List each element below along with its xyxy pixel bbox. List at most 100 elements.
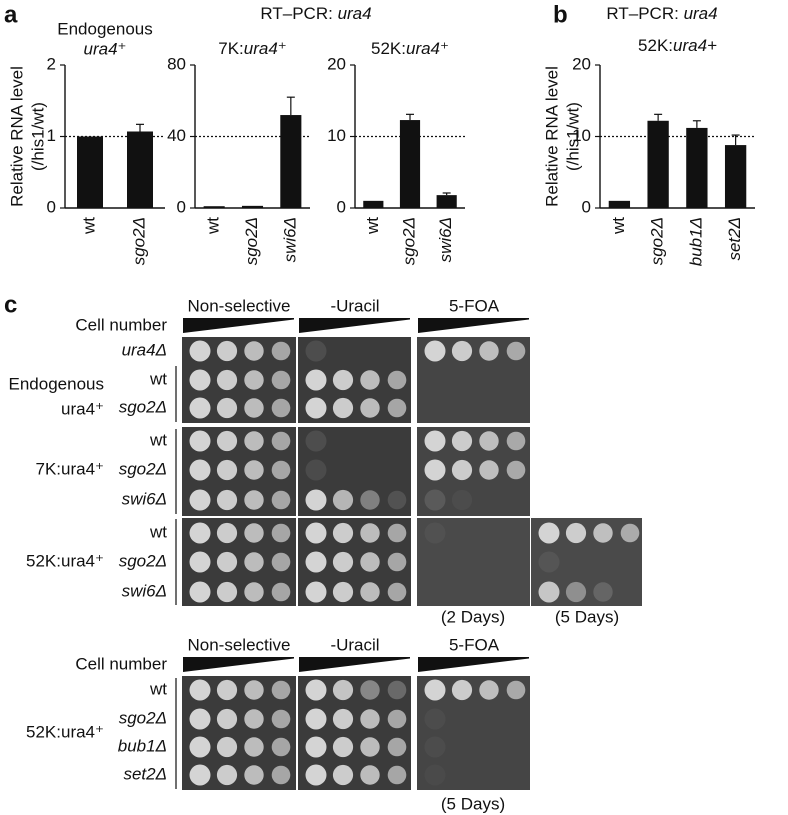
colony-spot [451, 430, 473, 452]
bar [686, 127, 708, 208]
colony-spot [424, 340, 446, 362]
colony-spot [387, 552, 407, 572]
y-tick-label: 0 [582, 197, 591, 216]
strain-label: bub1Δ [118, 736, 167, 755]
heading: RT–PCR: ura4 [260, 4, 371, 23]
cell-number-label: Cell number [75, 654, 167, 673]
colony-spot [271, 370, 291, 390]
colony-spot [424, 489, 446, 511]
colony-spot [360, 765, 380, 785]
strain-label: sgo2Δ [119, 708, 167, 727]
colony-spot [506, 460, 526, 480]
colony-spot [216, 459, 238, 481]
colony-spot [360, 370, 380, 390]
strain-label: wt [149, 369, 167, 388]
colony-spot [360, 680, 380, 700]
dilution-wedge [418, 657, 529, 672]
colony-spot [189, 736, 211, 758]
x-tick-label: sgo2Δ [242, 217, 261, 265]
colony-spot [271, 490, 291, 510]
colony-spot [216, 764, 238, 786]
colony-spot [189, 430, 211, 452]
colony-spot [593, 582, 613, 602]
colony-spot [332, 369, 354, 391]
colony-spot [216, 679, 238, 701]
colony-spot [305, 369, 327, 391]
bar [608, 200, 631, 208]
dilution-wedge [418, 318, 529, 333]
y-axis-label: Relative RNA level [7, 66, 26, 207]
colony-spot [538, 522, 560, 544]
chart-title-gene: ura4⁺ [406, 39, 449, 58]
colony-spot [451, 340, 473, 362]
colony-spot [451, 459, 473, 481]
colony-spot [305, 679, 327, 701]
colony-spot [424, 708, 446, 730]
colony-spot [271, 680, 291, 700]
colony-spot [271, 552, 291, 572]
colony-spot [244, 709, 264, 729]
colony-spot [189, 522, 211, 544]
strain-label: swi6Δ [122, 581, 167, 600]
colony-spot [479, 431, 499, 451]
colony-spot [244, 341, 264, 361]
plate-image [417, 518, 530, 606]
colony-spot [305, 340, 327, 362]
dilution-wedge [183, 318, 294, 333]
colony-spot [244, 431, 264, 451]
duration-label: (2 Days) [441, 607, 505, 626]
colony-spot [216, 489, 238, 511]
colony-spot [189, 679, 211, 701]
x-tick-label: wt [363, 217, 382, 235]
colony-spot [216, 736, 238, 758]
colony-spot [305, 522, 327, 544]
colony-spot [216, 430, 238, 452]
colony-spot [332, 397, 354, 419]
colony-spot [424, 430, 446, 452]
strain-label: wt [149, 430, 167, 449]
colony-spot [387, 765, 407, 785]
duration-label: (5 Days) [555, 607, 619, 626]
colony-spot [360, 552, 380, 572]
heading-gene: ura4 [684, 4, 718, 23]
colony-spot [216, 708, 238, 730]
bar [203, 206, 225, 208]
duration-label: (5 Days) [441, 794, 505, 813]
colony-spot [538, 551, 560, 573]
x-tick-label: wt [204, 217, 223, 235]
colony-spot [189, 397, 211, 419]
bar [77, 136, 103, 208]
bar [241, 205, 264, 208]
y-axis-label: Relative RNA level [542, 66, 561, 207]
colony-spot [565, 581, 587, 603]
strain-label: sgo2Δ [119, 551, 167, 570]
colony-spot [271, 765, 291, 785]
colony-spot [271, 341, 291, 361]
colony-spot [387, 398, 407, 418]
colony-spot [538, 581, 560, 603]
group-label: ura4⁺ [61, 399, 104, 418]
colony-spot [332, 679, 354, 701]
strain-label: sgo2Δ [119, 397, 167, 416]
colony-spot [305, 489, 327, 511]
y-axis-label: (/his1/wt) [28, 102, 47, 171]
colony-spot [332, 551, 354, 573]
colony-spot [216, 581, 238, 603]
colony-spot [479, 460, 499, 480]
bar [127, 131, 153, 208]
y-tick-label: 10 [572, 126, 591, 145]
condition-label: 5-FOA [449, 296, 500, 315]
colony-spot [332, 581, 354, 603]
heading-gene: ura4 [338, 4, 372, 23]
colony-spot [332, 708, 354, 730]
x-tick-label: swi6Δ [436, 217, 455, 262]
colony-spot [506, 431, 526, 451]
colony-spot [387, 680, 407, 700]
chart-title-gene: ura4⁺ [244, 39, 287, 58]
colony-spot [244, 460, 264, 480]
colony-spot [360, 737, 380, 757]
bar [436, 195, 457, 208]
dilution-wedge [299, 657, 410, 672]
x-tick-label: set2Δ [725, 217, 744, 261]
bar [280, 115, 302, 208]
